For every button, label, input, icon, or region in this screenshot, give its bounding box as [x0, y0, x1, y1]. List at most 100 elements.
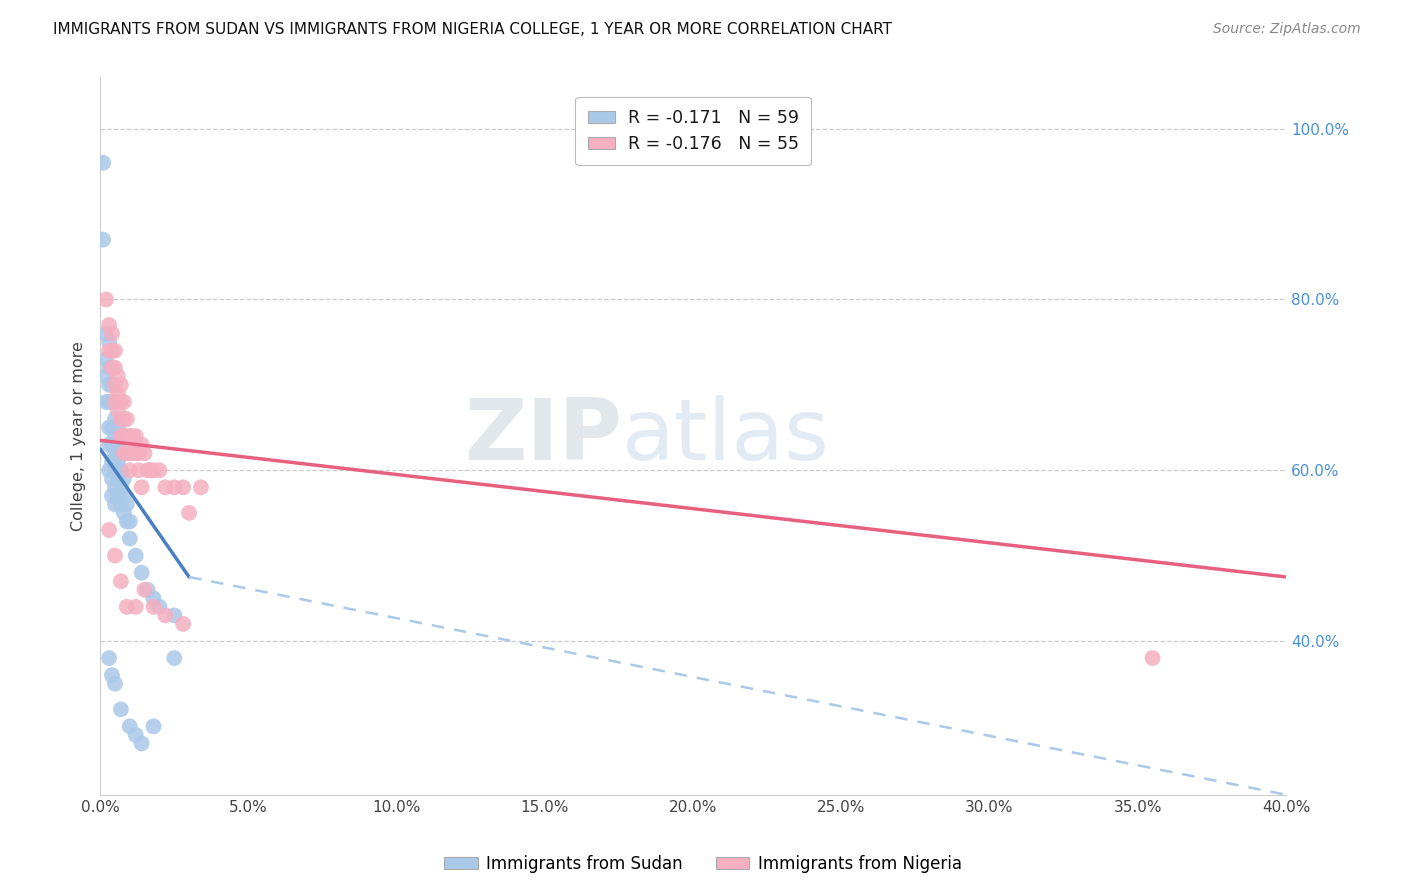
Point — [110, 377, 132, 392]
Point — [142, 463, 165, 477]
Point — [115, 599, 138, 614]
Point — [134, 446, 156, 460]
Point — [142, 591, 165, 606]
Point — [139, 463, 162, 477]
Point — [104, 463, 127, 477]
Point — [163, 608, 186, 623]
Point — [136, 463, 159, 477]
Point — [101, 326, 124, 341]
Legend: R = -0.171   N = 59, R = -0.176   N = 55: R = -0.171 N = 59, R = -0.176 N = 55 — [575, 97, 811, 165]
Text: IMMIGRANTS FROM SUDAN VS IMMIGRANTS FROM NIGERIA COLLEGE, 1 YEAR OR MORE CORRELA: IMMIGRANTS FROM SUDAN VS IMMIGRANTS FROM… — [53, 22, 893, 37]
Point — [101, 437, 124, 451]
Point — [110, 574, 132, 589]
Point — [104, 360, 127, 375]
Point — [115, 515, 138, 529]
Point — [115, 497, 138, 511]
Point — [98, 335, 121, 350]
Point — [177, 506, 200, 520]
Point — [110, 480, 132, 494]
Point — [101, 343, 124, 358]
Point — [107, 420, 129, 434]
Point — [91, 233, 114, 247]
Point — [110, 395, 132, 409]
Point — [131, 566, 153, 580]
Point — [172, 480, 194, 494]
Point — [107, 386, 129, 401]
Point — [155, 608, 177, 623]
Point — [98, 463, 121, 477]
Point — [112, 506, 135, 520]
Point — [110, 429, 132, 443]
Point — [104, 480, 127, 494]
Point — [110, 463, 132, 477]
Text: atlas: atlas — [621, 394, 830, 477]
Point — [107, 489, 129, 503]
Point — [112, 395, 135, 409]
Point — [98, 420, 121, 434]
Point — [94, 352, 117, 367]
Point — [104, 446, 127, 460]
Point — [112, 412, 135, 426]
Point — [172, 616, 194, 631]
Point — [98, 523, 121, 537]
Point — [104, 395, 127, 409]
Point — [115, 429, 138, 443]
Point — [125, 599, 148, 614]
Text: Source: ZipAtlas.com: Source: ZipAtlas.com — [1213, 22, 1361, 37]
Point — [101, 377, 124, 392]
Point — [121, 429, 143, 443]
Point — [101, 455, 124, 469]
Point — [101, 420, 124, 434]
Point — [94, 369, 117, 384]
Point — [98, 360, 121, 375]
Point — [104, 412, 127, 426]
Point — [107, 455, 129, 469]
Point — [107, 403, 129, 417]
Point — [110, 497, 132, 511]
Point — [115, 446, 138, 460]
Point — [104, 377, 127, 392]
Point — [131, 437, 153, 451]
Text: ZIP: ZIP — [464, 394, 621, 477]
Point — [118, 515, 141, 529]
Point — [101, 395, 124, 409]
Point — [104, 549, 127, 563]
Point — [101, 472, 124, 486]
Point — [163, 480, 186, 494]
Point — [98, 377, 121, 392]
Point — [101, 360, 124, 375]
Point — [98, 318, 121, 332]
Point — [118, 532, 141, 546]
Point — [136, 582, 159, 597]
Point — [163, 651, 186, 665]
Point — [148, 463, 170, 477]
Point — [131, 736, 153, 750]
Point — [118, 463, 141, 477]
Point — [98, 651, 121, 665]
Point — [94, 326, 117, 341]
Point — [107, 437, 129, 451]
Point — [112, 446, 135, 460]
Point — [110, 446, 132, 460]
Point — [190, 480, 212, 494]
Point — [125, 549, 148, 563]
Point — [118, 429, 141, 443]
Y-axis label: College, 1 year or more: College, 1 year or more — [72, 341, 86, 531]
Point — [104, 429, 127, 443]
Point — [131, 480, 153, 494]
Point — [101, 489, 124, 503]
Point — [107, 472, 129, 486]
Point — [115, 412, 138, 426]
Point — [1142, 651, 1164, 665]
Point — [104, 343, 127, 358]
Point — [128, 463, 150, 477]
Point — [94, 395, 117, 409]
Legend: Immigrants from Sudan, Immigrants from Nigeria: Immigrants from Sudan, Immigrants from N… — [437, 848, 969, 880]
Point — [101, 668, 124, 682]
Point — [125, 446, 148, 460]
Point — [128, 446, 150, 460]
Point — [155, 480, 177, 494]
Point — [142, 719, 165, 733]
Point — [98, 437, 121, 451]
Point — [142, 599, 165, 614]
